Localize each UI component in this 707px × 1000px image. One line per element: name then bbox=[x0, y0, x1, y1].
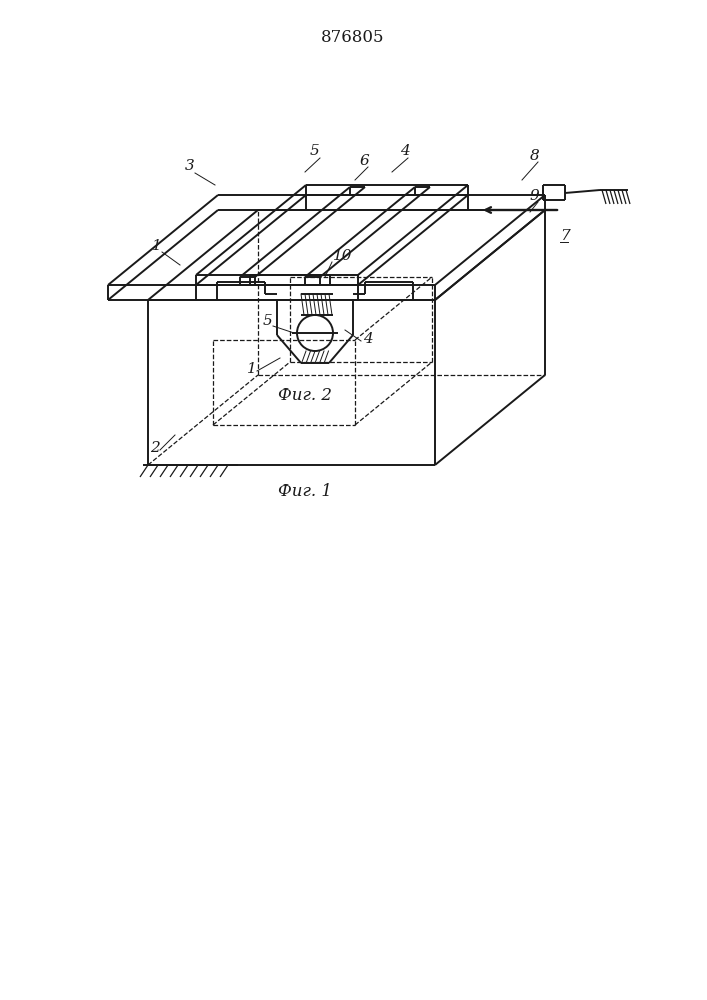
Text: 4: 4 bbox=[363, 332, 373, 346]
Text: Фиг. 1: Фиг. 1 bbox=[278, 484, 332, 500]
Text: 9: 9 bbox=[530, 189, 539, 203]
Text: 7: 7 bbox=[560, 229, 570, 243]
Text: Фиг. 2: Фиг. 2 bbox=[278, 386, 332, 403]
Text: 1: 1 bbox=[247, 362, 257, 376]
Text: 2: 2 bbox=[150, 441, 160, 455]
Text: 6: 6 bbox=[360, 154, 370, 168]
Text: 876805: 876805 bbox=[321, 29, 385, 46]
Text: 1: 1 bbox=[152, 239, 162, 253]
Text: 3: 3 bbox=[185, 159, 194, 173]
Text: 10: 10 bbox=[333, 249, 353, 263]
Text: 4: 4 bbox=[400, 144, 410, 158]
Text: 8: 8 bbox=[530, 149, 539, 163]
Text: 5: 5 bbox=[310, 144, 320, 158]
Text: 5: 5 bbox=[263, 314, 273, 328]
